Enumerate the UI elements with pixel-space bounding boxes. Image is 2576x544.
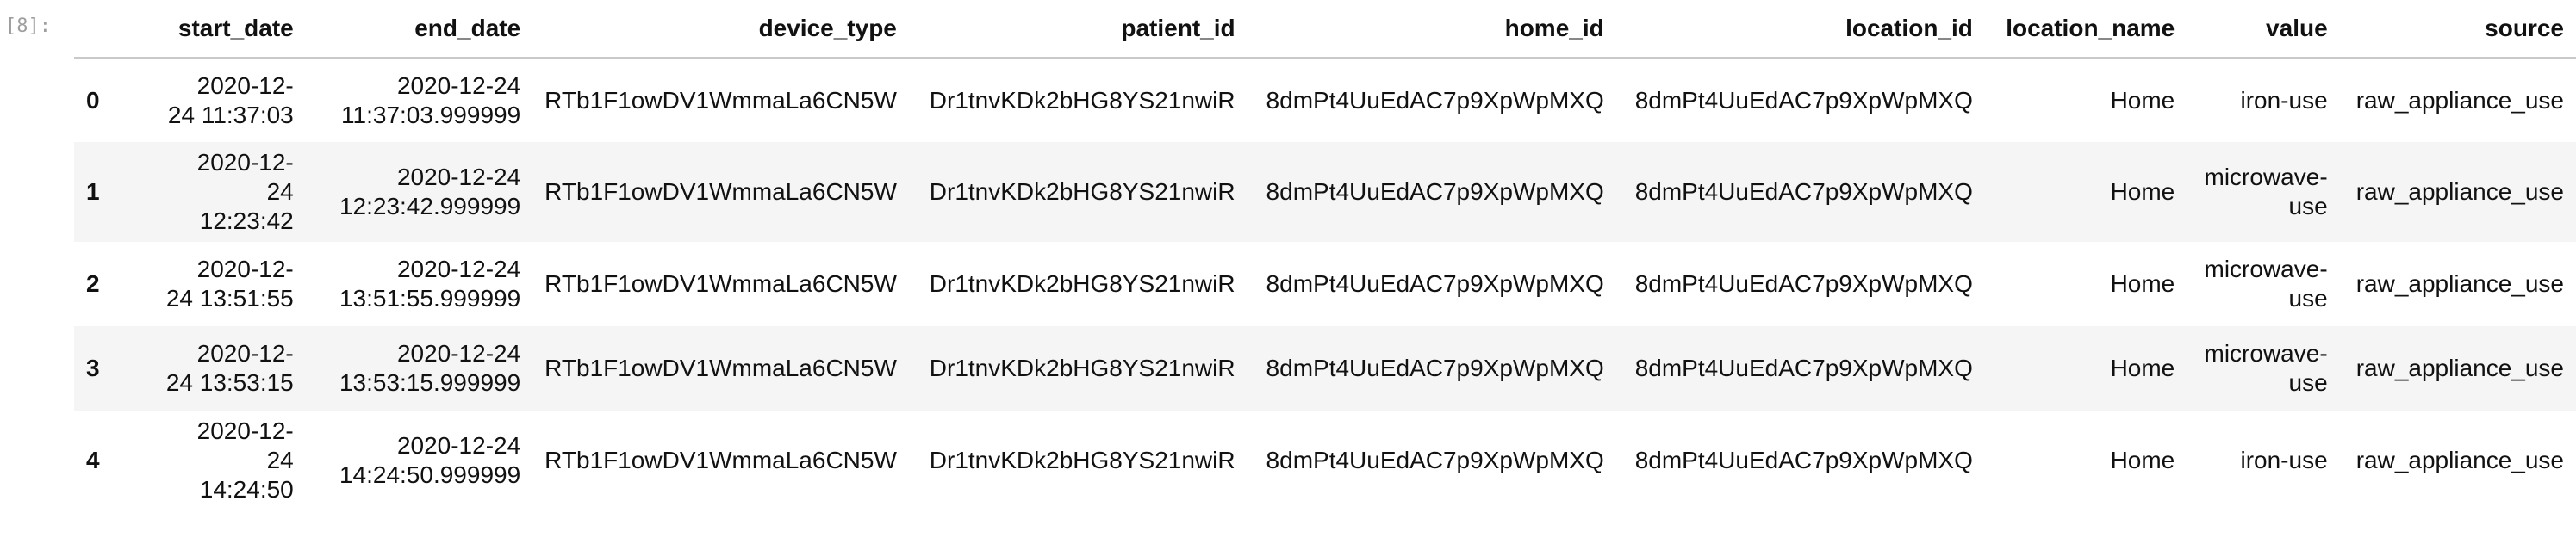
cell-end-date-line: 12:23:42.999999 bbox=[339, 193, 521, 219]
cell-value: microwave-use bbox=[2187, 242, 2339, 326]
cell-start-date-line: 2020-12- bbox=[196, 417, 294, 444]
cell-location-id: 8dmPt4UuEdAC7p9XpWpMXQ bbox=[1634, 355, 1973, 381]
cell-value: microwave-use bbox=[2187, 142, 2339, 242]
table-row: 1 2020-12- 24 12:23:42 2020-12-24 12:23:42.… bbox=[74, 142, 2576, 242]
cell-value-line: use bbox=[2288, 369, 2328, 396]
cell-start-date: 2020-12- 24 12:23:42 bbox=[124, 142, 306, 242]
cell-end-date-line: 11:37:03.999999 bbox=[341, 101, 521, 128]
cell-home-id: 8dmPt4UuEdAC7p9XpWpMXQ bbox=[1266, 178, 1604, 205]
cell-value-line: use bbox=[2288, 285, 2328, 312]
row-index: 4 bbox=[86, 447, 100, 473]
cell-start-date: 2020-12- 24 13:53:15 bbox=[124, 326, 306, 411]
cell-end-date: 2020-12-24 12:23:42.999999 bbox=[306, 142, 532, 242]
cell-end-date-line: 14:24:50.999999 bbox=[339, 461, 521, 488]
dataframe-table: start_date end_date device_type patient_… bbox=[74, 0, 2576, 510]
cell-location-name: Home bbox=[2110, 178, 2175, 205]
cell-end-date: 2020-12-24 13:53:15.999999 bbox=[306, 326, 532, 411]
cell-location-name: Home bbox=[2110, 86, 2175, 114]
cell-value: iron-use bbox=[2187, 58, 2339, 142]
cell-start-date-line: 14:24:50 bbox=[199, 476, 294, 503]
cell-start-date-line: 2020-12- bbox=[196, 71, 294, 99]
cell-device-type: RTb1F1owDV1WmmaLa6CN5W bbox=[544, 355, 897, 381]
cell-home-id: 8dmPt4UuEdAC7p9XpWpMXQ bbox=[1266, 355, 1604, 381]
cell-location-name: Home bbox=[2110, 355, 2175, 381]
cell-end-date: 2020-12-24 13:51:55.999999 bbox=[306, 242, 532, 326]
cell-start-date-line: 2020-12- bbox=[196, 340, 294, 367]
cell-start-date: 2020-12- 24 14:24:50 bbox=[124, 411, 306, 510]
cell-location-name: Home bbox=[2110, 270, 2175, 297]
table-row: 4 2020-12- 24 14:24:50 2020-12-24 14:24:50.… bbox=[74, 411, 2576, 510]
column-header-location-id: location_id bbox=[1615, 0, 1985, 59]
column-header-value: value bbox=[2187, 0, 2340, 59]
cell-start-date: 2020-12- 24 13:51:55 bbox=[124, 242, 306, 326]
cell-value-line: iron-use bbox=[2240, 86, 2328, 114]
cell-source: raw_appliance_use bbox=[2355, 86, 2564, 114]
cell-end-date-line: 13:51:55.999999 bbox=[339, 285, 521, 312]
cell-location-name: Home bbox=[2110, 447, 2175, 473]
cell-start-date-line: 24 bbox=[266, 178, 294, 205]
cell-value-line: iron-use bbox=[2240, 447, 2328, 473]
cell-value-line: microwave- bbox=[2204, 340, 2328, 367]
table-row: 3 2020-12- 24 13:53:15 2020-12-24 13:53:15… bbox=[74, 326, 2576, 411]
cell-start-date-line: 2020-12- bbox=[196, 256, 294, 282]
cell-start-date-line: 12:23:42 bbox=[199, 207, 294, 234]
header-row: start_date end_date device_type patient_… bbox=[74, 0, 2576, 59]
column-header-home-id: home_id bbox=[1247, 0, 1616, 59]
cell-end-date-line: 13:53:15.999999 bbox=[339, 369, 521, 396]
cell-value: microwave-use bbox=[2187, 326, 2339, 411]
cell-home-id: 8dmPt4UuEdAC7p9XpWpMXQ bbox=[1266, 86, 1604, 114]
cell-location-id: 8dmPt4UuEdAC7p9XpWpMXQ bbox=[1634, 86, 1973, 114]
cell-source: raw_appliance_use bbox=[2355, 178, 2564, 205]
cell-home-id: 8dmPt4UuEdAC7p9XpWpMXQ bbox=[1266, 447, 1604, 473]
cell-source: raw_appliance_use bbox=[2355, 355, 2564, 381]
cell-start-date-line: 24 11:37:03 bbox=[167, 101, 294, 128]
cell-device-type: RTb1F1owDV1WmmaLa6CN5W bbox=[544, 86, 897, 114]
cell-patient-id: Dr1tnvKDk2bHG8YS21nwiR bbox=[929, 178, 1235, 205]
cell-source: raw_appliance_use bbox=[2355, 270, 2564, 297]
cell-location-id: 8dmPt4UuEdAC7p9XpWpMXQ bbox=[1634, 447, 1973, 473]
cell-value-line: microwave- bbox=[2204, 256, 2328, 282]
cell-start-date: 2020-12- 24 11:37:03 bbox=[124, 58, 306, 142]
cell-source: raw_appliance_use bbox=[2355, 447, 2564, 473]
cell-end-date-line: 2020-12-24 bbox=[396, 432, 521, 459]
cell-end-date-line: 2020-12-24 bbox=[396, 256, 521, 282]
row-index: 1 bbox=[86, 178, 100, 205]
cell-patient-id: Dr1tnvKDk2bHG8YS21nwiR bbox=[929, 270, 1235, 297]
column-header-source: source bbox=[2339, 0, 2576, 59]
column-header-patient-id: patient_id bbox=[908, 0, 1248, 59]
cell-patient-id: Dr1tnvKDk2bHG8YS21nwiR bbox=[929, 86, 1235, 114]
column-header-location-name: location_name bbox=[1984, 0, 2187, 59]
cell-value: iron-use bbox=[2187, 411, 2339, 510]
cell-end-date-line: 2020-12-24 bbox=[396, 71, 521, 99]
cell-home-id: 8dmPt4UuEdAC7p9XpWpMXQ bbox=[1266, 270, 1604, 297]
cell-device-type: RTb1F1owDV1WmmaLa6CN5W bbox=[544, 178, 897, 205]
column-header-end-date: end_date bbox=[305, 0, 533, 59]
cell-patient-id: Dr1tnvKDk2bHG8YS21nwiR bbox=[929, 447, 1235, 473]
cell-location-id: 8dmPt4UuEdAC7p9XpWpMXQ bbox=[1634, 178, 1973, 205]
cell-device-type: RTb1F1owDV1WmmaLa6CN5W bbox=[544, 270, 897, 297]
cell-end-date-line: 2020-12-24 bbox=[396, 164, 521, 190]
cell-value-line: microwave- bbox=[2204, 164, 2328, 190]
cell-value-line: use bbox=[2288, 193, 2328, 219]
table-row: 2 2020-12- 24 13:51:55 2020-12-24 13:51:55… bbox=[74, 242, 2576, 326]
cell-end-date: 2020-12-24 11:37:03.999999 bbox=[306, 58, 532, 142]
column-header-start-date: start_date bbox=[124, 0, 306, 59]
cell-start-date-line: 24 bbox=[266, 447, 294, 473]
column-header-index bbox=[74, 0, 125, 59]
cell-start-date-line: 24 13:51:55 bbox=[165, 285, 294, 312]
row-index: 0 bbox=[86, 86, 100, 114]
cell-end-date-line: 2020-12-24 bbox=[396, 340, 521, 367]
cell-prompt: [8]: bbox=[5, 15, 51, 37]
table-row: 0 2020-12- 24 11:37:03 2020-12-24 11:37:03… bbox=[74, 58, 2576, 142]
cell-location-id: 8dmPt4UuEdAC7p9XpWpMXQ bbox=[1634, 270, 1973, 297]
cell-patient-id: Dr1tnvKDk2bHG8YS21nwiR bbox=[929, 355, 1235, 381]
cell-start-date-line: 2020-12- bbox=[196, 149, 294, 176]
row-index: 2 bbox=[86, 270, 100, 297]
column-header-device-type: device_type bbox=[532, 0, 909, 59]
cell-start-date-line: 24 13:53:15 bbox=[165, 369, 294, 396]
cell-device-type: RTb1F1owDV1WmmaLa6CN5W bbox=[544, 447, 897, 473]
row-index: 3 bbox=[86, 355, 100, 381]
cell-end-date: 2020-12-24 14:24:50.999999 bbox=[306, 411, 532, 510]
